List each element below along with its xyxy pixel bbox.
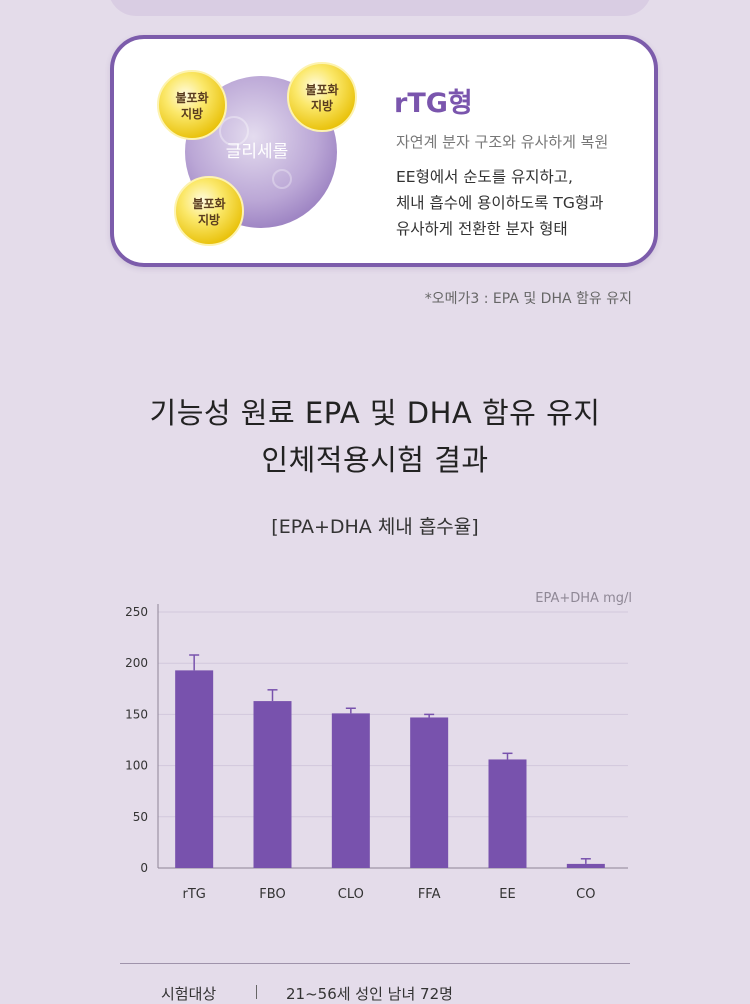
headline-line-2: 인체적용시험 결과 [261, 443, 489, 477]
bubble-1-line1: 불포화 [175, 90, 208, 105]
top-section-edge [108, 0, 652, 16]
card-description: EE형에서 순도를 유지하고, 체내 흡수에 용이하도록 TG형과 유사하게 전… [396, 164, 603, 242]
bubble-2-line1: 불포화 [305, 82, 338, 97]
chart-unit-label: EPA+DHA mg/l [535, 591, 632, 606]
card-title: rTG형 [394, 88, 473, 119]
info-separator [256, 985, 257, 999]
y-tick-label: 0 [140, 861, 148, 875]
bubble-3-line2: 지방 [198, 212, 220, 227]
y-tick-label: 250 [125, 605, 148, 619]
y-tick-label: 50 [133, 810, 148, 824]
bar-rtg [175, 670, 214, 868]
rtg-info-card: 글리세롤 불포화 지방 불포화 지방 불포화 지방 rTG형 자연계 분자 구조… [110, 35, 658, 267]
card-desc-line-2: 체내 흡수에 용이하도록 TG형과 [396, 194, 604, 212]
bar-fbo [253, 701, 292, 868]
unsaturated-fat-bubble-3: 불포화 지방 [174, 176, 244, 246]
y-tick-label: 150 [125, 707, 148, 721]
info-divider [120, 963, 630, 964]
x-tick-label: FFA [418, 887, 441, 902]
card-desc-line-1: EE형에서 순도를 유지하고, [396, 168, 573, 186]
bar-ffa [410, 717, 449, 868]
bubble-2-line2: 지방 [311, 98, 333, 113]
y-tick-label: 200 [125, 656, 148, 670]
absorption-bar-chart: EPA+DHA mg/l 0 50 100 150 200 250 rTG FBO CLO FFA… [125, 591, 632, 902]
x-tick-label: rTG [182, 887, 205, 902]
bar-clo [331, 713, 370, 868]
bubble-3-line1: 불포화 [192, 196, 225, 211]
bubble-1-line2: 지방 [181, 106, 203, 121]
unsaturated-fat-bubble-2: 불포화 지방 [287, 62, 357, 132]
x-tick-label: FBO [259, 887, 285, 902]
rtg-molecule-illustration: 글리세롤 불포화 지방 불포화 지방 불포화 지방 [157, 62, 357, 246]
glycerol-label: 글리세롤 [226, 142, 289, 162]
y-tick-label: 100 [125, 759, 148, 773]
x-tick-label: CO [576, 887, 595, 902]
card-desc-line-3: 유사하게 전환한 분자 형태 [396, 220, 568, 238]
headline-line-1: 기능성 원료 EPA 및 DHA 함유 유지 [149, 396, 601, 430]
unsaturated-fat-bubble-1: 불포화 지방 [157, 70, 227, 140]
chart-title: [EPA+DHA 체내 흡수율] [271, 516, 479, 538]
omega3-footnote: *오메가3 : EPA 및 DHA 함유 유지 [424, 291, 632, 307]
x-tick-label: EE [499, 887, 515, 902]
x-tick-label: CLO [338, 887, 364, 902]
bar-co [566, 863, 605, 868]
bar-ee [488, 759, 527, 868]
test-subject-label: 시험대상 [161, 985, 217, 1003]
test-subject-value: 21~56세 성인 남녀 72명 [286, 985, 453, 1003]
card-subtitle: 자연계 분자 구조와 유사하게 복원 [396, 133, 609, 151]
